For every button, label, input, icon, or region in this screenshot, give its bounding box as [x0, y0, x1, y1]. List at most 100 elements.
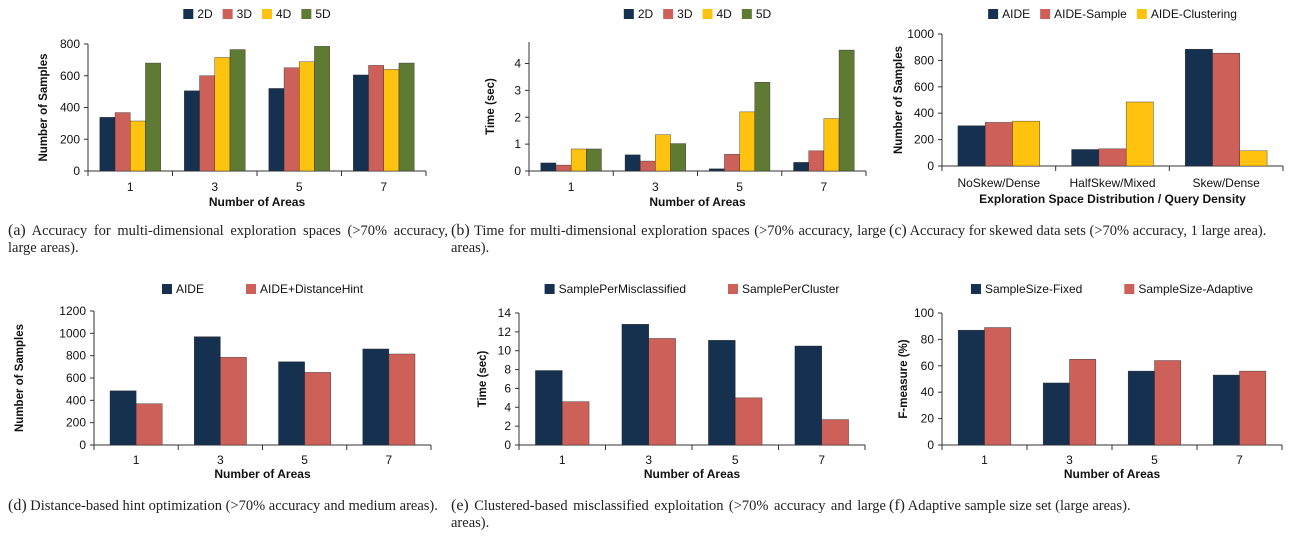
legend-item: 5D: [301, 7, 331, 21]
bar-2d-3: [184, 90, 200, 172]
bar-samplesize-adaptive-7: [1239, 370, 1267, 446]
bar-aide-sample-skew-dense: [1212, 52, 1241, 167]
bar-3d-7: [808, 150, 825, 172]
legend-item: SamplePerCluster: [728, 282, 839, 296]
legend-label: 5D: [756, 7, 772, 21]
caption-f: (f) Adaptive sample size set (large area…: [889, 497, 1299, 515]
bar-4d-7: [383, 69, 400, 172]
bar-samplepermisclassified-3: [621, 324, 649, 446]
bar-aide-clustering-halfskew-mixed: [1125, 101, 1154, 167]
y-tick-label: 80: [921, 332, 935, 346]
legend-swatch: [161, 284, 172, 294]
legend-swatch: [301, 9, 312, 19]
bar-5d-7: [838, 49, 855, 172]
bar-samplepercluster-3: [648, 338, 676, 446]
bar-4d-7: [823, 118, 840, 172]
x-tick-label: 7: [386, 453, 393, 467]
y-tick-label: 1200: [59, 304, 86, 318]
bar-4d-1: [130, 120, 146, 172]
legend-label: 4D: [717, 7, 733, 21]
y-tick-label: 10: [498, 344, 512, 358]
legend-item: AIDE+DistanceHint: [245, 282, 364, 296]
y-axis-label: Number of Samples: [38, 54, 50, 162]
legend-item: 5D: [741, 7, 772, 21]
bar-2d-1: [99, 117, 116, 172]
bar-3d-3: [199, 75, 215, 172]
caption-text: Clustered-based misclassified exploitati…: [451, 498, 886, 531]
y-tick-label: 1000: [907, 27, 934, 41]
bar-aide-clustering-noskew-dense: [1012, 120, 1040, 167]
y-tick-label: 20: [921, 412, 935, 426]
y-tick-label: 0: [504, 438, 511, 452]
legend: 2D 3D 4D 5D: [623, 7, 772, 21]
y-tick-label: 8: [504, 363, 511, 377]
legend-item: 4D: [702, 7, 733, 21]
bar-5d-1: [145, 62, 161, 172]
bar-aide-3: [194, 336, 221, 446]
legend-item: 3D: [222, 7, 252, 21]
y-axis-label: Number of Samples: [893, 46, 905, 154]
bar-4d-5: [299, 61, 315, 172]
x-axis-label: Number of Areas: [1064, 467, 1161, 481]
y-tick-label: 400: [60, 101, 80, 115]
legend-item: 2D: [183, 7, 213, 21]
legend-label: AIDE-Sample: [1054, 7, 1127, 21]
x-tick-label: 7: [380, 180, 387, 194]
legend-swatch: [663, 9, 674, 19]
legend-swatch: [1136, 9, 1147, 19]
bar-2d-7: [793, 162, 809, 172]
y-tick-label: 60: [921, 359, 935, 373]
legend-swatch: [544, 284, 555, 294]
y-tick-label: 4: [504, 400, 511, 414]
bar-aide-sample-noskew-dense: [984, 122, 1013, 167]
legend-item: AIDE: [161, 282, 204, 296]
y-axis-label: Time (sec): [477, 350, 489, 407]
chart-b: 0 1 2 3 4 1 3 5 7 Number of Areas Time (sec) 2D 3D 4D…: [485, 7, 867, 209]
legend-item: SampleSize-Adaptive: [1124, 282, 1253, 296]
y-tick-label: 400: [914, 106, 934, 120]
caption-label: (c): [889, 222, 907, 239]
y-tick-label: 40: [921, 385, 935, 399]
legend-label: SamplePerMisclassified: [559, 282, 686, 296]
y-tick-label: 6: [504, 381, 511, 395]
y-tick-label: 0: [927, 159, 934, 173]
legend-label: AIDE: [1002, 7, 1030, 21]
x-tick-label: 7: [818, 453, 825, 467]
legend-label: 5D: [315, 7, 331, 21]
bar-2d-1: [540, 162, 557, 172]
bar-3d-5: [283, 67, 300, 172]
x-tick-label: 5: [736, 180, 743, 194]
caption-label: (d): [8, 497, 27, 514]
caption-c: (c) Accuracy for skewed data sets (>70% …: [889, 222, 1299, 240]
legend-item: AIDE-Sample: [1040, 7, 1127, 21]
legend: 2D 3D 4D 5D: [183, 7, 331, 21]
y-tick-label: 0: [514, 164, 521, 178]
bar-aide-clustering-skew-dense: [1239, 150, 1268, 167]
legend-item: SampleSize-Fixed: [970, 282, 1082, 296]
bar-samplesize-adaptive-1: [984, 327, 1012, 446]
bar-samplesize-fixed-7: [1212, 374, 1240, 446]
caption-label: (a): [8, 222, 26, 239]
legend: SampleSize-Fixed SampleSize-Adaptive: [970, 282, 1253, 296]
x-tick-label: 5: [732, 453, 739, 467]
bar-aide-sample-halfskew-mixed: [1098, 148, 1127, 167]
legend-swatch: [741, 9, 752, 19]
bar-aide-distancehint-3: [220, 357, 247, 446]
x-tick-label: 1: [559, 453, 566, 467]
caption-label: (b): [451, 222, 470, 239]
x-tick-label: 5: [296, 180, 303, 194]
bar-2d-3: [624, 154, 641, 172]
bar-5d-1: [586, 148, 602, 172]
bar-samplepercluster-1: [562, 401, 590, 446]
legend-label: AIDE-Clustering: [1151, 7, 1237, 21]
x-tick-label: 3: [217, 453, 224, 467]
x-tick-label: 7: [1236, 453, 1243, 467]
bar-5d-3: [229, 49, 246, 172]
legend: AIDE AIDE-Sample AIDE-Clustering: [988, 7, 1237, 21]
legend-label: 3D: [677, 7, 693, 21]
bar-3d-7: [368, 65, 384, 172]
caption-b: (b) Time for multi-dimensional explorati…: [451, 222, 886, 257]
x-tick-label: 7: [821, 180, 828, 194]
x-axis-label: Exploration Space Distribution / Query D…: [979, 192, 1246, 206]
bar-3d-1: [555, 164, 572, 172]
